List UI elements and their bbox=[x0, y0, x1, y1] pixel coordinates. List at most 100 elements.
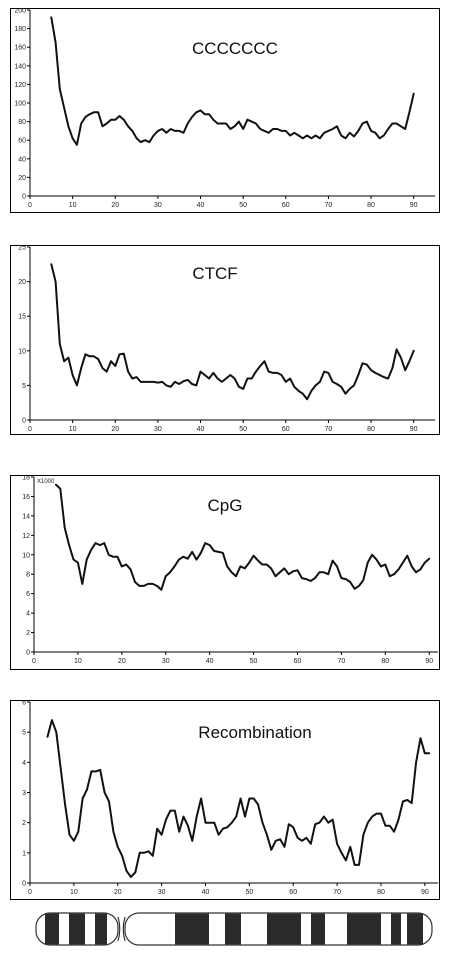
x-tick-label: 70 bbox=[325, 426, 333, 433]
chromosome-band bbox=[45, 913, 59, 945]
x-tick-label: 0 bbox=[32, 658, 36, 665]
x-tick-label: 30 bbox=[154, 426, 162, 433]
y-tick-label: 5 bbox=[22, 383, 26, 390]
y-tick-label: 10 bbox=[22, 552, 30, 559]
x-tick-label: 0 bbox=[28, 202, 32, 209]
y-tick-label: 20 bbox=[18, 175, 26, 182]
y-tick-label: 8 bbox=[26, 572, 30, 579]
y-tick-label: 3 bbox=[22, 790, 26, 797]
y-tick-label: 180 bbox=[14, 26, 26, 33]
y-tick-label: 1 bbox=[22, 850, 26, 857]
x-tick-label: 20 bbox=[111, 426, 119, 433]
y-tick-label: 0 bbox=[26, 650, 30, 657]
x-tick-label: 20 bbox=[118, 658, 126, 665]
x-tick-label: 30 bbox=[158, 889, 166, 896]
chromosome-band bbox=[225, 913, 241, 945]
x-tick-label: 10 bbox=[69, 202, 77, 209]
y-tick-label: 6 bbox=[22, 700, 26, 707]
y-tick-label: 140 bbox=[14, 63, 26, 70]
y-tick-label: 40 bbox=[18, 156, 26, 163]
y-tick-label: 18 bbox=[22, 475, 30, 482]
chart-title: CTCF bbox=[192, 264, 237, 283]
chromosome-ideogram bbox=[35, 912, 433, 946]
x-tick-label: 60 bbox=[282, 202, 290, 209]
x-tick-label: 70 bbox=[325, 202, 333, 209]
series-line-ccccccc bbox=[50, 16, 415, 146]
chart-panel-ctcf: 0 5 10 15 20 25 0 10 20 30 40 50 60 70 80 90 CTCF bbox=[10, 245, 440, 435]
x-tick-label: 50 bbox=[245, 889, 253, 896]
x-tick-label: 60 bbox=[282, 426, 290, 433]
x-tick-label: 70 bbox=[337, 658, 345, 665]
chart-panel-cpg: 0 2 4 6 8 10 12 14 16 18 0 10 20 30 40 50 60 70 80 90 X1000 C… bbox=[10, 475, 440, 670]
x-tick-label: 80 bbox=[381, 658, 389, 665]
y-tick-label: 16 bbox=[22, 494, 30, 501]
chromosome-band bbox=[267, 913, 301, 945]
y-tick-label: 14 bbox=[22, 513, 30, 520]
y-tick-label: 4 bbox=[26, 611, 30, 618]
y-tick-label: 0 bbox=[22, 194, 26, 201]
chart-frame bbox=[10, 245, 440, 435]
y-tick-label: 120 bbox=[14, 82, 26, 89]
y-tick-label: 12 bbox=[22, 533, 30, 540]
x-tick-label: 50 bbox=[239, 202, 247, 209]
x-tick-label: 50 bbox=[250, 658, 258, 665]
chart-title: CCCCCCC bbox=[192, 39, 278, 58]
x-tick-label: 0 bbox=[28, 889, 32, 896]
x-tick-label: 20 bbox=[114, 889, 122, 896]
chromosome-band bbox=[175, 913, 209, 945]
chart-title: Recombination bbox=[198, 723, 311, 742]
x-tick-label: 70 bbox=[333, 889, 341, 896]
chromosome-band bbox=[347, 913, 381, 945]
x-tick-label: 20 bbox=[111, 202, 119, 209]
x-tick-label: 60 bbox=[289, 889, 297, 896]
y-tick-label: 2 bbox=[26, 630, 30, 637]
chart-frame bbox=[10, 475, 440, 670]
chart-cpg: 0 2 4 6 8 10 12 14 16 18 0 10 20 30 40 50 60 70 80 90 X1000 C… bbox=[10, 475, 440, 670]
x-tick-label: 80 bbox=[377, 889, 385, 896]
y-tick-label: 0 bbox=[22, 418, 26, 425]
y-tick-label: 60 bbox=[18, 138, 26, 145]
chromosome-band bbox=[95, 913, 107, 945]
x-tick-label: 40 bbox=[202, 889, 210, 896]
chromosome-band bbox=[69, 913, 85, 945]
y-tick-label: 6 bbox=[26, 591, 30, 598]
x-tick-label: 90 bbox=[421, 889, 429, 896]
centromere bbox=[117, 916, 126, 942]
chart-panel-recombination: 0 1 2 3 4 5 6 0 10 20 30 40 50 60 70 80 90 Recombination bbox=[10, 700, 440, 900]
chromosome-band bbox=[311, 913, 325, 945]
x-tick-label: 90 bbox=[425, 658, 433, 665]
x-tick-label: 0 bbox=[28, 426, 32, 433]
y-tick-label: 200 bbox=[14, 8, 26, 15]
y-tick-label: 5 bbox=[22, 730, 26, 737]
chart-frame bbox=[10, 8, 440, 213]
chart-ccccccc: 0 20 40 60 80 100 120 140 160 180 200 0 10 20 30 40 50 60… bbox=[10, 8, 440, 213]
y-tick-label: 160 bbox=[14, 45, 26, 52]
x-tick-label: 10 bbox=[74, 658, 82, 665]
x-tick-label: 40 bbox=[197, 202, 205, 209]
y-tick-label: 100 bbox=[14, 101, 26, 108]
axis-multiplier-label: X1000 bbox=[37, 479, 55, 485]
chart-frame bbox=[10, 700, 440, 900]
x-tick-label: 60 bbox=[294, 658, 302, 665]
chromosome-band bbox=[391, 913, 401, 945]
x-tick-label: 10 bbox=[69, 426, 77, 433]
x-tick-label: 80 bbox=[367, 202, 375, 209]
series-line-recombination bbox=[46, 719, 431, 878]
chart-title: CpG bbox=[208, 496, 243, 515]
series-line-ctcf bbox=[50, 263, 415, 401]
y-tick-label: 10 bbox=[18, 348, 26, 355]
y-tick-label: 4 bbox=[22, 760, 26, 767]
chart-panel-ccccccc: 0 20 40 60 80 100 120 140 160 180 200 0 10 20 30 40 50 60… bbox=[10, 8, 440, 213]
x-tick-label: 10 bbox=[70, 889, 78, 896]
chromosome-band bbox=[407, 913, 423, 945]
x-tick-label: 40 bbox=[206, 658, 214, 665]
x-tick-label: 90 bbox=[410, 426, 418, 433]
x-tick-label: 30 bbox=[162, 658, 170, 665]
x-tick-label: 50 bbox=[239, 426, 247, 433]
x-tick-label: 90 bbox=[410, 202, 418, 209]
y-tick-label: 0 bbox=[22, 881, 26, 888]
y-tick-label: 25 bbox=[18, 245, 26, 252]
x-tick-label: 40 bbox=[197, 426, 205, 433]
y-tick-label: 20 bbox=[18, 279, 26, 286]
